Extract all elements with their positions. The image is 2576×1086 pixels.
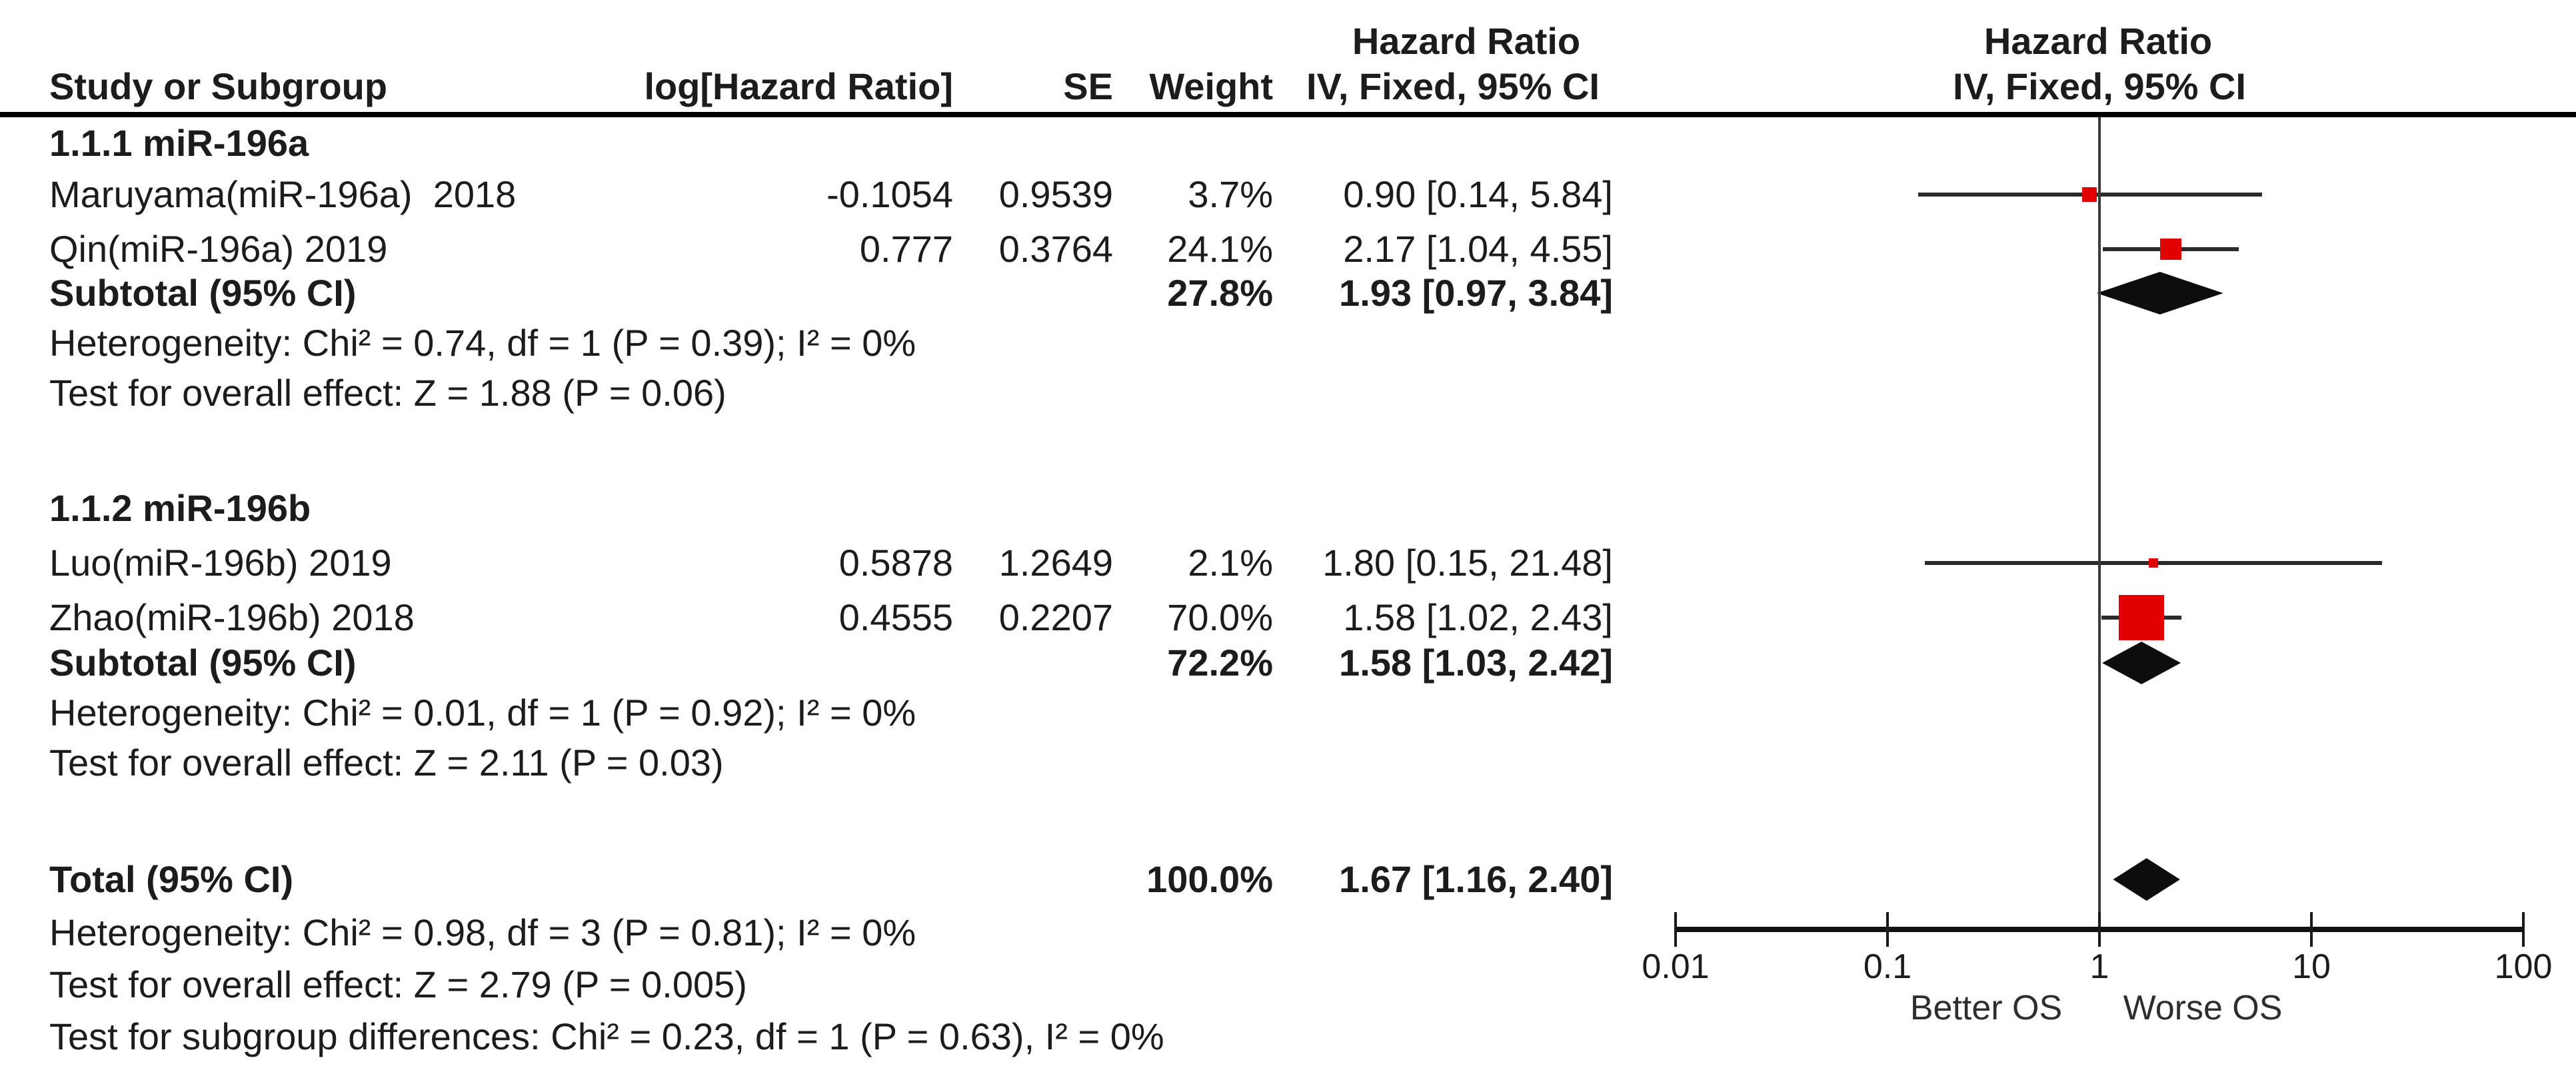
effect-square-marker xyxy=(2149,558,2159,568)
left-effect-header-line2: IV, Fixed, 95% CI xyxy=(1306,65,1600,107)
subtotal-ci-text: 1.93 [0.97, 3.84] xyxy=(1339,272,1613,314)
total-diamond xyxy=(2113,858,2180,901)
subgroup-differences-text: Test for subgroup differences: Chi² = 0.… xyxy=(49,1015,1164,1057)
left-effect-header-line1: Hazard Ratio xyxy=(1352,20,1581,62)
axis-tick-label: 1 xyxy=(2089,947,2109,986)
study-name: Qin(miR-196a) 2019 xyxy=(49,228,388,270)
axis-tick xyxy=(1674,912,1677,947)
subtotal-label: Subtotal (95% CI) xyxy=(49,642,357,684)
study-weight: 3.7% xyxy=(1188,173,1273,215)
axis-tick-label: 10 xyxy=(2292,947,2331,986)
se-column-header: SE xyxy=(1063,65,1113,107)
axis-tick xyxy=(2098,912,2101,947)
axis-tick xyxy=(2522,912,2525,947)
axis-tick-label: 0.01 xyxy=(1642,947,1710,986)
subtotal-diamond xyxy=(2102,642,2181,684)
axis-right-direction-label: Worse OS xyxy=(2123,989,2283,1027)
subtotal-label: Subtotal (95% CI) xyxy=(49,272,357,314)
study-loghr: 0.5878 xyxy=(838,542,953,584)
study-ci-text: 2.17 [1.04, 4.55] xyxy=(1343,228,1613,270)
study-loghr: -0.1054 xyxy=(826,173,953,215)
reference-line-hr1 xyxy=(2098,117,2101,932)
study-name: Zhao(miR-196b) 2018 xyxy=(49,596,415,638)
heterogeneity-text: Heterogeneity: Chi² = 0.01, df = 1 (P = … xyxy=(49,692,916,734)
heterogeneity-text: Heterogeneity: Chi² = 0.74, df = 1 (P = … xyxy=(49,322,916,364)
study-weight: 2.1% xyxy=(1188,542,1273,584)
loghr-column-header: log[Hazard Ratio] xyxy=(644,65,953,107)
study-column-header: Study or Subgroup xyxy=(49,65,388,107)
study-ci-text: 0.90 [0.14, 5.84] xyxy=(1343,173,1613,215)
effect-square-marker xyxy=(2082,187,2097,202)
study-ci-text: 1.58 [1.02, 2.43] xyxy=(1343,596,1613,638)
axis-tick xyxy=(2310,912,2313,947)
total-label: Total (95% CI) xyxy=(49,858,294,900)
right-effect-header-line1: Hazard Ratio xyxy=(1983,20,2213,62)
axis-left-direction-label: Better OS xyxy=(1910,989,2063,1027)
study-se: 1.2649 xyxy=(998,542,1113,584)
axis-tick xyxy=(1886,912,1889,947)
effect-square-marker xyxy=(2159,239,2181,260)
study-name: Luo(miR-196b) 2019 xyxy=(49,542,392,584)
study-name: Maruyama(miR-196a) 2018 xyxy=(49,173,517,215)
study-loghr: 0.4555 xyxy=(838,596,953,638)
study-loghr: 0.777 xyxy=(859,228,953,270)
study-ci-text: 1.80 [0.15, 21.48] xyxy=(1322,542,1613,584)
axis-tick-label: 0.1 xyxy=(1863,947,1912,986)
subgroup-title: 1.1.1 miR-196a xyxy=(49,122,309,164)
study-weight: 24.1% xyxy=(1167,228,1273,270)
subgroup-title: 1.1.2 miR-196b xyxy=(49,487,311,529)
overall-effect-text: Test for overall effect: Z = 2.11 (P = 0… xyxy=(49,742,724,784)
header-rule xyxy=(0,112,2576,117)
total-heterogeneity-text: Heterogeneity: Chi² = 0.98, df = 3 (P = … xyxy=(49,911,916,953)
study-weight: 70.0% xyxy=(1167,596,1273,638)
effect-square-marker xyxy=(2119,595,2165,640)
total-overall-effect-text: Test for overall effect: Z = 2.79 (P = 0… xyxy=(49,963,747,1005)
study-se: 0.3764 xyxy=(998,228,1113,270)
subtotal-weight: 27.8% xyxy=(1167,272,1273,314)
subtotal-weight: 72.2% xyxy=(1167,642,1273,684)
overall-effect-text: Test for overall effect: Z = 1.88 (P = 0… xyxy=(49,372,726,414)
subtotal-ci-text: 1.58 [1.03, 2.42] xyxy=(1339,642,1613,684)
total-weight: 100.0% xyxy=(1146,858,1273,900)
study-se: 0.9539 xyxy=(998,173,1113,215)
right-effect-header-line2: IV, Fixed, 95% CI xyxy=(1953,65,2246,107)
axis-tick-label: 100 xyxy=(2494,947,2553,986)
subtotal-diamond xyxy=(2096,272,2223,314)
total-ci-text: 1.67 [1.16, 2.40] xyxy=(1339,858,1613,900)
study-se: 0.2207 xyxy=(998,596,1113,638)
weight-column-header: Weight xyxy=(1149,65,1273,107)
